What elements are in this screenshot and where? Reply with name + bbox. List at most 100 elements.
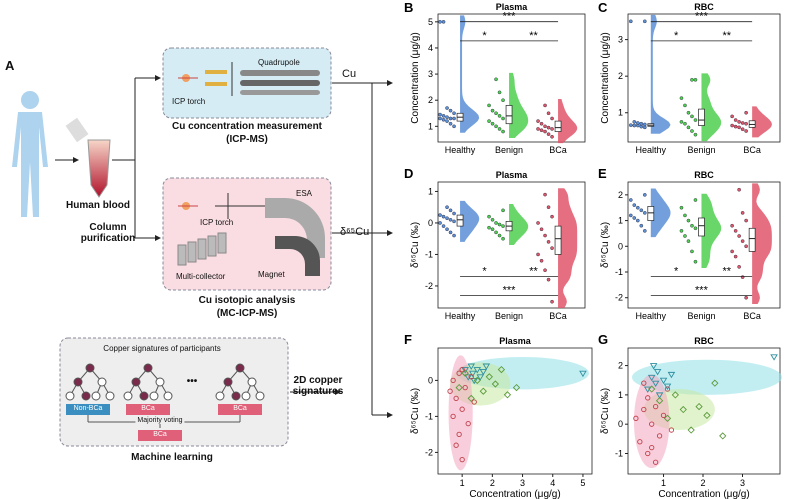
plot-frame	[627, 347, 781, 475]
panel-label: E	[598, 166, 607, 181]
point	[679, 120, 684, 124]
point	[643, 19, 647, 24]
point	[476, 374, 485, 381]
point	[737, 187, 741, 192]
point	[453, 395, 459, 402]
label: Non-BCa	[73, 405, 103, 412]
point	[543, 268, 547, 273]
point	[452, 116, 456, 121]
point	[501, 129, 505, 134]
point	[494, 111, 498, 116]
leaf-box	[66, 404, 110, 415]
y-tick-label: 2	[618, 361, 623, 371]
mcicpms-instrument	[177, 193, 325, 276]
point	[695, 402, 703, 411]
point	[448, 217, 453, 222]
point	[633, 415, 639, 421]
point	[448, 116, 453, 121]
point	[441, 20, 446, 24]
point	[645, 450, 651, 457]
point	[470, 377, 479, 385]
point	[693, 132, 698, 137]
point	[632, 203, 637, 207]
annotation: *	[482, 266, 487, 278]
point	[655, 392, 664, 399]
point	[468, 370, 477, 378]
annotation: ***	[503, 11, 517, 23]
x-tick-label: Benign	[495, 311, 523, 321]
x-tick-label: BCa	[743, 311, 761, 321]
point	[636, 205, 640, 210]
point	[497, 114, 502, 118]
point	[668, 427, 675, 433]
label: ICP torch	[172, 97, 206, 106]
point	[636, 121, 640, 125]
point	[441, 224, 446, 228]
violin	[558, 99, 578, 144]
point	[447, 388, 453, 394]
plot-frame	[437, 181, 586, 309]
y-tick-label: 3	[428, 69, 433, 79]
point	[453, 442, 459, 448]
point	[679, 405, 687, 414]
point	[543, 129, 547, 134]
x-tick-label: BCa	[743, 145, 761, 155]
point	[479, 368, 488, 376]
point	[733, 254, 738, 259]
y-tick-label: 0	[618, 241, 623, 251]
point	[441, 117, 446, 122]
point	[536, 221, 540, 225]
point	[473, 367, 482, 374]
point	[546, 132, 551, 136]
point	[441, 114, 446, 118]
point	[490, 227, 495, 232]
point	[459, 366, 465, 373]
point	[733, 124, 738, 129]
point	[546, 240, 551, 244]
x-tick-label: BCa	[549, 311, 567, 321]
violin	[460, 200, 480, 242]
box	[505, 105, 513, 125]
point	[536, 119, 540, 123]
tube	[65, 117, 111, 198]
point	[744, 295, 748, 300]
point	[687, 426, 695, 434]
point	[550, 299, 554, 304]
point	[550, 214, 554, 219]
point	[686, 218, 691, 223]
label: BCa	[153, 431, 167, 438]
y-tick-label: 1	[618, 390, 623, 400]
point	[461, 369, 469, 377]
point	[473, 376, 481, 385]
plot-frame	[627, 181, 781, 309]
y-tick-label: -2	[425, 447, 433, 457]
annotation: ***	[695, 284, 709, 296]
point	[647, 374, 656, 382]
point	[479, 387, 487, 395]
x-tick-label: 5	[580, 478, 585, 488]
label: BCa	[233, 405, 247, 412]
point	[740, 211, 745, 215]
point	[730, 223, 734, 228]
violin	[701, 73, 722, 142]
label: BCa	[141, 405, 155, 412]
human	[12, 91, 48, 217]
point	[664, 386, 671, 392]
y-tick-label: 1	[428, 121, 433, 131]
label: Magnet	[258, 270, 285, 279]
point	[543, 103, 547, 108]
leaf-box	[218, 404, 262, 415]
panel-title: Plasma	[496, 2, 529, 12]
point	[653, 368, 662, 376]
x-tick-label: BCa	[549, 145, 567, 155]
point	[452, 124, 456, 129]
point	[494, 124, 498, 129]
point	[737, 234, 741, 238]
point	[660, 412, 667, 419]
violin	[701, 193, 722, 269]
point	[744, 110, 748, 115]
x-tick-label: 2	[701, 478, 706, 488]
point	[719, 432, 727, 440]
panel-label: C	[598, 0, 608, 15]
